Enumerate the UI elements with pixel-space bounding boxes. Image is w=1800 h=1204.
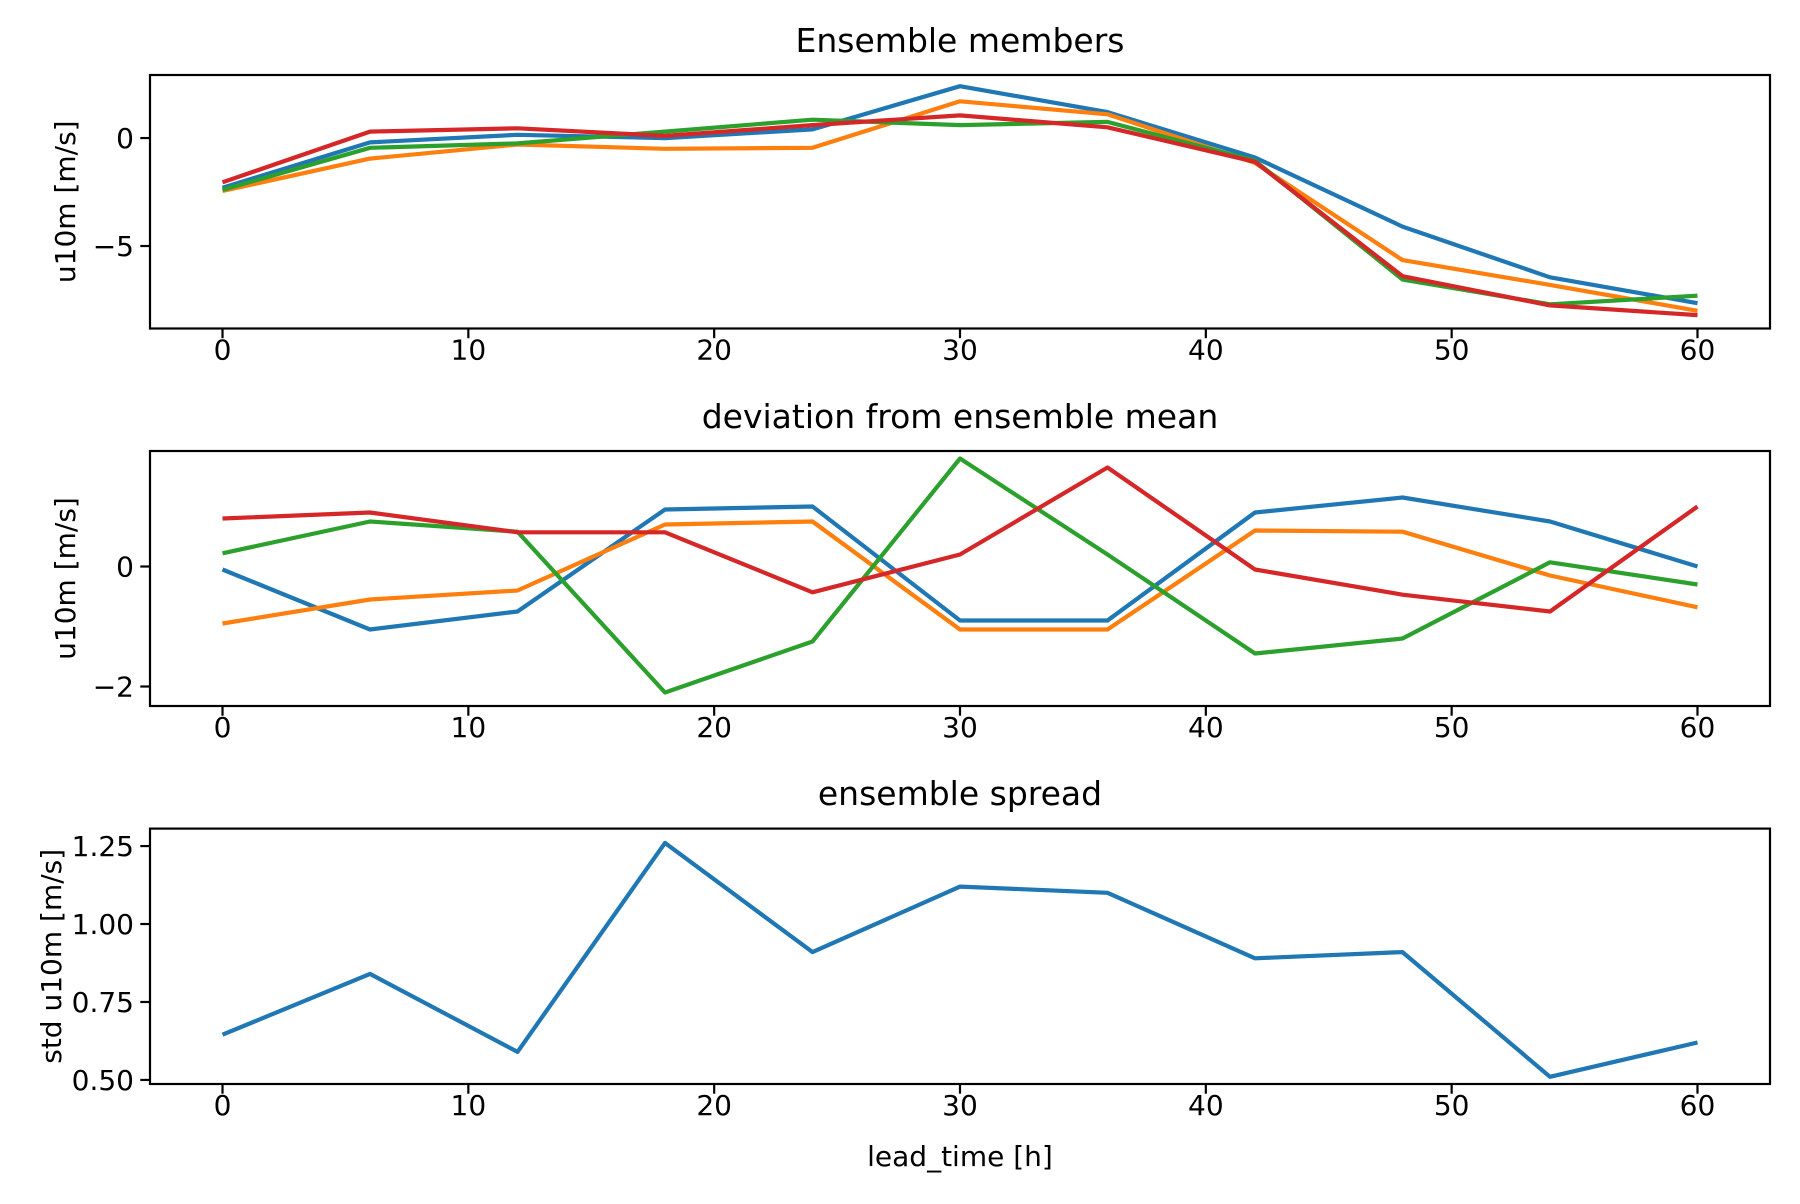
- y-tick-label: 1.00: [72, 908, 134, 941]
- x-axis-label: lead_time [h]: [867, 1140, 1053, 1173]
- x-tick-label: 0: [214, 711, 232, 744]
- subplot-1-ylabel: u10m [m/s]: [49, 120, 82, 283]
- x-tick-label: 30: [942, 334, 978, 367]
- subplot-ensemble-members: Ensemble members u10m [m/s] 0 10 20 30 40 50 6…: [49, 21, 1772, 367]
- x-tick-label: 40: [1188, 711, 1224, 744]
- x-tick-label: 0: [214, 1089, 232, 1122]
- y-tick-label: 0.75: [72, 986, 134, 1019]
- series-line-member-1-deviation: [221, 495, 1699, 632]
- axes-spines: [148, 827, 1772, 1086]
- series-line-member-4-deviation: [222, 465, 1699, 614]
- series-line-member-2-deviation: [222, 519, 1698, 632]
- x-tick-label: 0: [214, 334, 232, 367]
- x-tick-label: 50: [1434, 711, 1470, 744]
- axes-spines: [148, 73, 1772, 330]
- subplot-deviation-from-mean: deviation from ensemble mean u10m [m/s] …: [49, 397, 1772, 744]
- y-tick-label: 0: [116, 551, 134, 584]
- x-tick-label: 10: [451, 1089, 487, 1122]
- y-tick-label: −5: [93, 230, 134, 263]
- subplot-2-ylabel: u10m [m/s]: [49, 497, 82, 660]
- y-tick-label: −2: [93, 671, 134, 704]
- x-tick-label: 60: [1680, 711, 1716, 744]
- x-tick-label: 30: [942, 711, 978, 744]
- subplot-2-title: deviation from ensemble mean: [702, 397, 1219, 436]
- x-tick-label: 50: [1434, 1089, 1470, 1122]
- x-tick-label: 20: [696, 711, 732, 744]
- x-tick-label: 50: [1434, 334, 1470, 367]
- x-tick-label: 60: [1680, 334, 1716, 367]
- x-tick-label: 40: [1188, 334, 1224, 367]
- subplot-3-plot-area: 0 10 20 30 40 50 60 1.25 1.00 0.75 0.50: [72, 827, 1772, 1122]
- x-tick-label: 20: [696, 1089, 732, 1122]
- series-line-member-2: [222, 99, 1698, 313]
- x-tick-label: 20: [696, 334, 732, 367]
- subplot-ensemble-spread: ensemble spread std u10m [m/s] lead_time…: [35, 774, 1772, 1173]
- series-line-ensemble-std: [221, 840, 1698, 1079]
- axes-spines: [148, 449, 1772, 708]
- subplot-1-title: Ensemble members: [796, 21, 1125, 60]
- x-tick-label: 10: [451, 711, 487, 744]
- y-tick-label: 0.50: [72, 1064, 134, 1097]
- series-line-member-3: [221, 117, 1698, 307]
- subplot-3-ylabel: std u10m [m/s]: [35, 849, 68, 1064]
- series-line-member-4: [221, 113, 1698, 318]
- x-tick-label: 40: [1188, 1089, 1224, 1122]
- series-line-member-3-deviation: [222, 456, 1698, 695]
- subplot-2-plot-area: 0 10 20 30 40 50 60 0 −2: [93, 449, 1772, 744]
- y-tick-label: 0: [116, 122, 134, 155]
- subplot-3-title: ensemble spread: [818, 774, 1102, 813]
- x-tick-label: 30: [942, 1089, 978, 1122]
- x-tick-label: 10: [451, 334, 487, 367]
- subplot-1-plot-area: 0 10 20 30 40 50 60 0 −5: [93, 73, 1772, 367]
- series-line-member-1: [221, 84, 1698, 306]
- x-tick-label: 60: [1680, 1089, 1716, 1122]
- y-tick-label: 1.25: [72, 830, 134, 863]
